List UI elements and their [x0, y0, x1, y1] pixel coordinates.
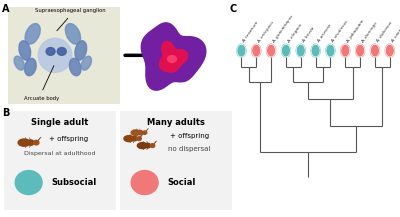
Polygon shape	[160, 41, 188, 72]
Text: A. elegans: A. elegans	[287, 23, 303, 44]
Ellipse shape	[146, 143, 150, 148]
Ellipse shape	[46, 48, 55, 55]
Ellipse shape	[132, 136, 137, 141]
Circle shape	[237, 44, 246, 57]
Ellipse shape	[138, 131, 143, 135]
Text: Supraesophageal ganglion: Supraesophageal ganglion	[36, 8, 106, 13]
Ellipse shape	[18, 139, 30, 146]
Ellipse shape	[14, 56, 24, 70]
Ellipse shape	[38, 38, 72, 72]
Text: Dispersal at adulthood: Dispersal at adulthood	[24, 151, 96, 156]
Text: Subsocial: Subsocial	[51, 178, 96, 187]
Text: A. ontoyacu: A. ontoyacu	[257, 20, 275, 44]
Text: A. bezza: A. bezza	[302, 26, 315, 44]
Text: B: B	[2, 108, 9, 118]
Circle shape	[356, 44, 364, 57]
Text: A. domingo: A. domingo	[361, 21, 378, 44]
Ellipse shape	[137, 143, 148, 149]
Ellipse shape	[19, 41, 31, 60]
Text: Arcuate body: Arcuate body	[24, 96, 59, 101]
Circle shape	[311, 44, 320, 57]
Text: A. dubiosus: A. dubiosus	[376, 21, 394, 44]
Polygon shape	[141, 23, 206, 90]
Text: A: A	[2, 4, 10, 14]
Ellipse shape	[150, 144, 155, 148]
Ellipse shape	[168, 56, 176, 62]
Text: Social: Social	[167, 178, 196, 187]
Text: Many adults: Many adults	[147, 118, 205, 127]
Ellipse shape	[28, 140, 34, 145]
Ellipse shape	[34, 140, 39, 145]
Circle shape	[267, 44, 276, 57]
Ellipse shape	[57, 48, 66, 55]
Ellipse shape	[70, 58, 81, 76]
Ellipse shape	[81, 56, 92, 70]
FancyBboxPatch shape	[3, 109, 117, 212]
Text: A. studiosus: A. studiosus	[331, 20, 350, 44]
Text: + offspring: + offspring	[49, 136, 88, 142]
Circle shape	[326, 44, 335, 57]
Text: Single adult: Single adult	[31, 118, 89, 127]
FancyBboxPatch shape	[119, 109, 233, 212]
Text: A. caenius: A. caenius	[390, 23, 400, 44]
Ellipse shape	[65, 24, 80, 44]
Text: A. guacamayos: A. guacamayos	[272, 14, 294, 44]
Ellipse shape	[137, 137, 141, 140]
Circle shape	[15, 171, 42, 194]
Ellipse shape	[131, 130, 140, 135]
Ellipse shape	[143, 131, 147, 134]
Text: A. texanum: A. texanum	[242, 21, 260, 44]
Ellipse shape	[124, 136, 134, 142]
Text: no dispersal: no dispersal	[168, 146, 211, 152]
Text: A. arizona: A. arizona	[316, 24, 332, 44]
Circle shape	[282, 44, 290, 57]
Text: + offspring: + offspring	[170, 133, 209, 139]
Circle shape	[131, 171, 158, 194]
Circle shape	[385, 44, 394, 57]
Circle shape	[296, 44, 305, 57]
Text: C: C	[230, 4, 237, 14]
Ellipse shape	[25, 24, 40, 44]
Text: A. jabaquara: A. jabaquara	[346, 19, 365, 44]
Ellipse shape	[25, 58, 36, 76]
Circle shape	[370, 44, 379, 57]
Ellipse shape	[75, 41, 87, 60]
Circle shape	[341, 44, 350, 57]
Circle shape	[252, 44, 261, 57]
